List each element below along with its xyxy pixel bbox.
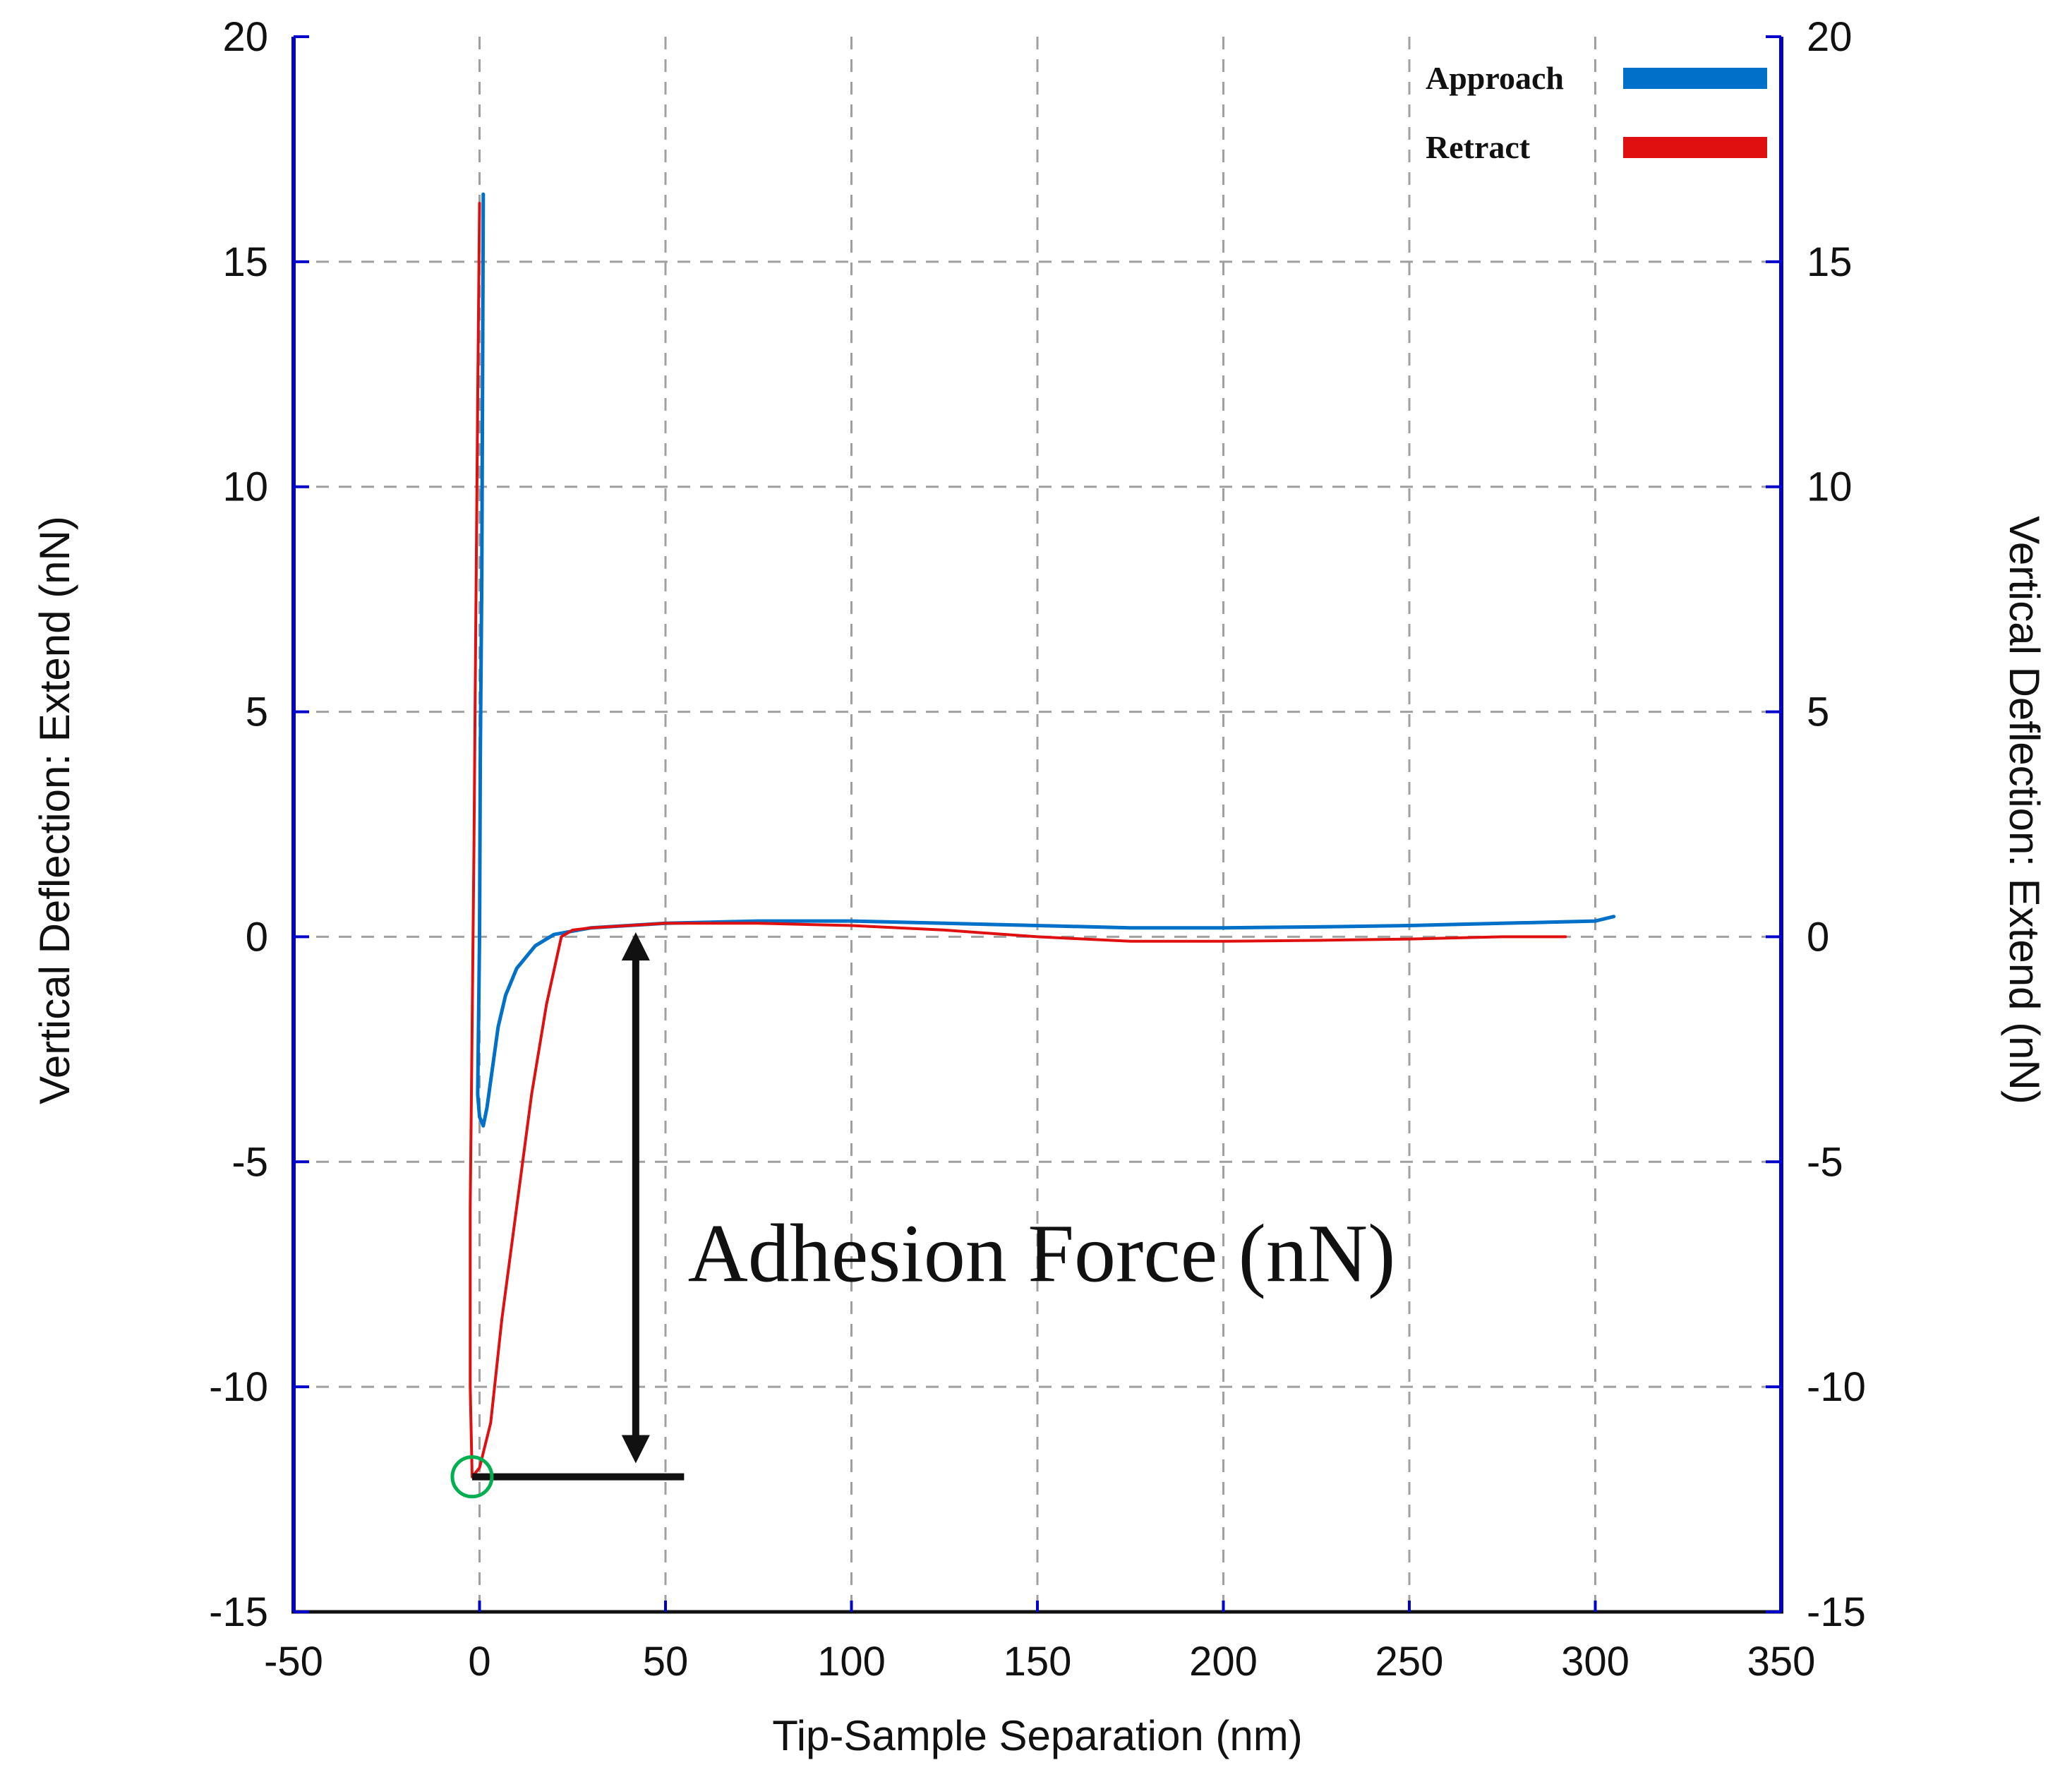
legend-swatch-approach bbox=[1623, 68, 1767, 89]
y-tick-label-right: -5 bbox=[1807, 1139, 1843, 1185]
x-tick-label: 250 bbox=[1375, 1639, 1444, 1685]
y-tick-label-left: 20 bbox=[222, 14, 268, 60]
y-tick-label-left: 5 bbox=[246, 689, 268, 735]
y-tick-label-left: -5 bbox=[231, 1139, 268, 1185]
legend-swatch-retract bbox=[1623, 137, 1767, 158]
y-tick-label-left: 0 bbox=[246, 914, 268, 960]
adhesion-force-label: Adhesion Force (nN) bbox=[688, 1207, 1396, 1300]
x-tick-label: 200 bbox=[1189, 1639, 1258, 1685]
axis-titles: Tip-Sample Separation (nm) Vertical Defl… bbox=[31, 516, 2048, 1759]
grid-layer bbox=[294, 37, 1781, 1612]
x-tick-label: 350 bbox=[1747, 1639, 1816, 1685]
adhesion-arrow-head-up bbox=[621, 932, 650, 961]
series-line-retract bbox=[469, 202, 1567, 1478]
annotation-layer: Adhesion Force (nN) bbox=[450, 932, 1396, 1499]
y-tick-label-right: 20 bbox=[1807, 14, 1853, 60]
series-layer bbox=[469, 192, 1616, 1478]
y-tick-label-left: 10 bbox=[222, 464, 268, 510]
legend-label-approach: Approach bbox=[1426, 60, 1564, 96]
y-tick-label-right: 0 bbox=[1807, 914, 1829, 960]
y-tick-label-right: -15 bbox=[1807, 1589, 1866, 1635]
x-tick-label: 0 bbox=[468, 1639, 490, 1685]
x-tick-label: 150 bbox=[1004, 1639, 1072, 1685]
axis-layer bbox=[291, 35, 1783, 1614]
x-axis-title: Tip-Sample Separation (nm) bbox=[772, 1712, 1302, 1759]
adhesion-arrow-head-down bbox=[621, 1435, 650, 1464]
y-axis-right-title: Vertical Deflection: Extend (nN) bbox=[2001, 516, 2048, 1104]
x-tick-label: 50 bbox=[643, 1639, 689, 1685]
x-tick-label: 300 bbox=[1561, 1639, 1630, 1685]
x-tick-label: 100 bbox=[817, 1639, 886, 1685]
legend: Approach Retract bbox=[1426, 60, 1767, 165]
y-tick-label-left: 15 bbox=[222, 239, 268, 285]
series-line-approach bbox=[476, 192, 1616, 1128]
legend-label-retract: Retract bbox=[1426, 129, 1531, 165]
y-tick-label-right: -10 bbox=[1807, 1364, 1866, 1410]
y-tick-label-right: 10 bbox=[1807, 464, 1853, 510]
y-tick-label-left: -10 bbox=[209, 1364, 268, 1410]
y-axis-left-title: Vertical Deflection: Extend (nN) bbox=[31, 516, 78, 1104]
y-tick-label-right: 15 bbox=[1807, 239, 1853, 285]
min-point-circle bbox=[450, 1455, 494, 1499]
x-tick-label: -50 bbox=[264, 1639, 323, 1685]
y-tick-label-left: -15 bbox=[209, 1589, 268, 1635]
tick-labels: -50 0 50 100 150 200 250 300 350-15 -15-10 -10-5 -5… bbox=[209, 14, 1866, 1685]
y-tick-label-right: 5 bbox=[1807, 689, 1829, 735]
